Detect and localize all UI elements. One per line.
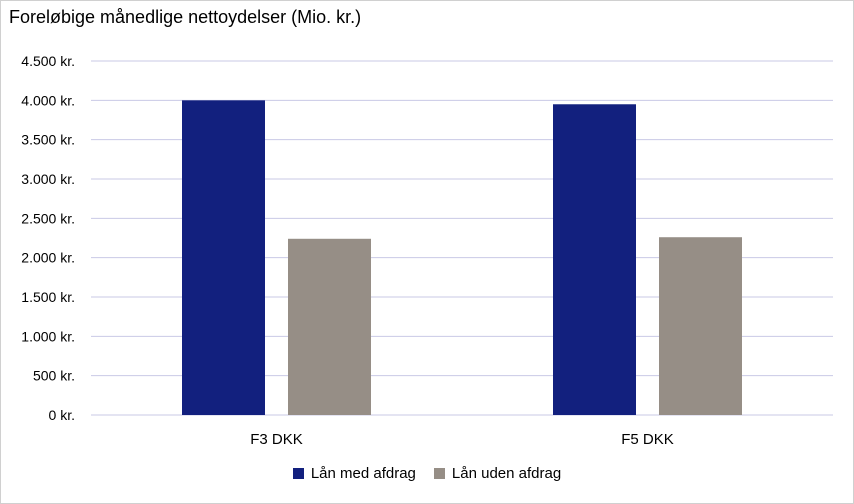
legend-swatch-series-1 [292, 468, 304, 479]
y-tick-label: 3.500 kr. [21, 132, 75, 148]
bar-series-2-2 [659, 237, 742, 415]
bar-series-1-1 [182, 100, 265, 415]
y-tick-label: 1.500 kr. [21, 289, 75, 305]
bar-series-2-1 [288, 238, 371, 415]
x-tick-label: F5 DKK [621, 431, 674, 448]
bar-series-1-2 [553, 104, 636, 416]
y-tick-label: 0 kr. [49, 407, 75, 423]
y-tick-label: 1.000 kr. [21, 328, 75, 344]
x-tick-label: F3 DKK [250, 431, 303, 448]
chart-title: Foreløbige månedlige nettoydelser (Mio. … [9, 7, 362, 27]
y-tick-label: 4.000 kr. [21, 92, 75, 108]
legend-label-series-1: Lån med afdrag [310, 465, 416, 482]
legend-item-series-2: Lån uden afdrag [433, 465, 562, 482]
y-tick-label: 3.000 kr. [21, 171, 75, 187]
legend-label-series-2: Lån uden afdrag [451, 465, 562, 482]
y-tick-label: 500 kr. [33, 368, 75, 384]
chart-plot: 0 kr. 500 kr. 1.000 kr. 1.500 kr. 2.000 kr. 2… [21, 53, 833, 448]
y-tick-label: 4.500 kr. [21, 53, 75, 69]
chart-legend: Lån med afdrag Lån uden afdrag [1, 465, 853, 482]
legend-swatch-series-2 [433, 468, 445, 479]
y-tick-label: 2.500 kr. [21, 210, 75, 226]
legend-item-series-1: Lån med afdrag [292, 465, 416, 482]
y-tick-label: 2.000 kr. [21, 250, 75, 266]
